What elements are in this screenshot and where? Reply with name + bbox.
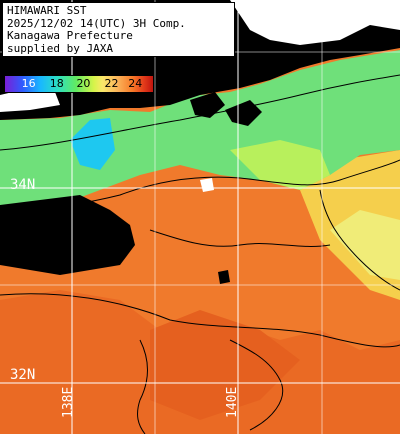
contour-line <box>0 74 400 151</box>
color-scale-legend: 16 18 20 22 24 <box>4 75 154 93</box>
legend-tick: 20 <box>76 77 91 90</box>
contour-line <box>319 189 400 291</box>
contour-line <box>149 229 331 247</box>
land-boso <box>225 100 262 126</box>
land-izu-peninsula <box>0 195 135 275</box>
contour-line <box>137 339 148 434</box>
lon-label-140e: 140E <box>225 386 240 418</box>
region-line: Kanagawa Prefecture <box>7 29 133 42</box>
lat-label-34n: 34N <box>10 177 36 193</box>
source-line: supplied by JAXA <box>7 41 113 55</box>
lat-label-32n: 32N <box>10 367 36 383</box>
cloud-mask <box>230 0 400 45</box>
sea-warmest-patch <box>150 310 300 420</box>
sea-cooler-east <box>330 210 400 280</box>
contour-line <box>229 339 284 431</box>
cloud-mask-west <box>0 88 60 112</box>
sea-cold-patch <box>70 118 115 170</box>
island-miyake <box>218 270 230 284</box>
date-line: 2025/12/02 14(UTC) 3H Comp. <box>7 16 186 30</box>
legend-tick: 24 <box>128 77 143 90</box>
map-title-box: HIMAWARI SST 2025/12/02 14(UTC) 3H Comp. K… <box>2 2 235 57</box>
land-bay-area <box>190 92 225 118</box>
legend-tick: 22 <box>104 77 119 90</box>
contour-line <box>0 159 400 216</box>
sea-green-yellow <box>230 140 330 190</box>
legend-tick: 18 <box>49 77 64 90</box>
legend-tick: 16 <box>21 77 36 90</box>
contour-line <box>0 293 400 348</box>
lon-label-138e: 138E <box>61 386 76 418</box>
title-line: HIMAWARI SST <box>7 4 87 17</box>
